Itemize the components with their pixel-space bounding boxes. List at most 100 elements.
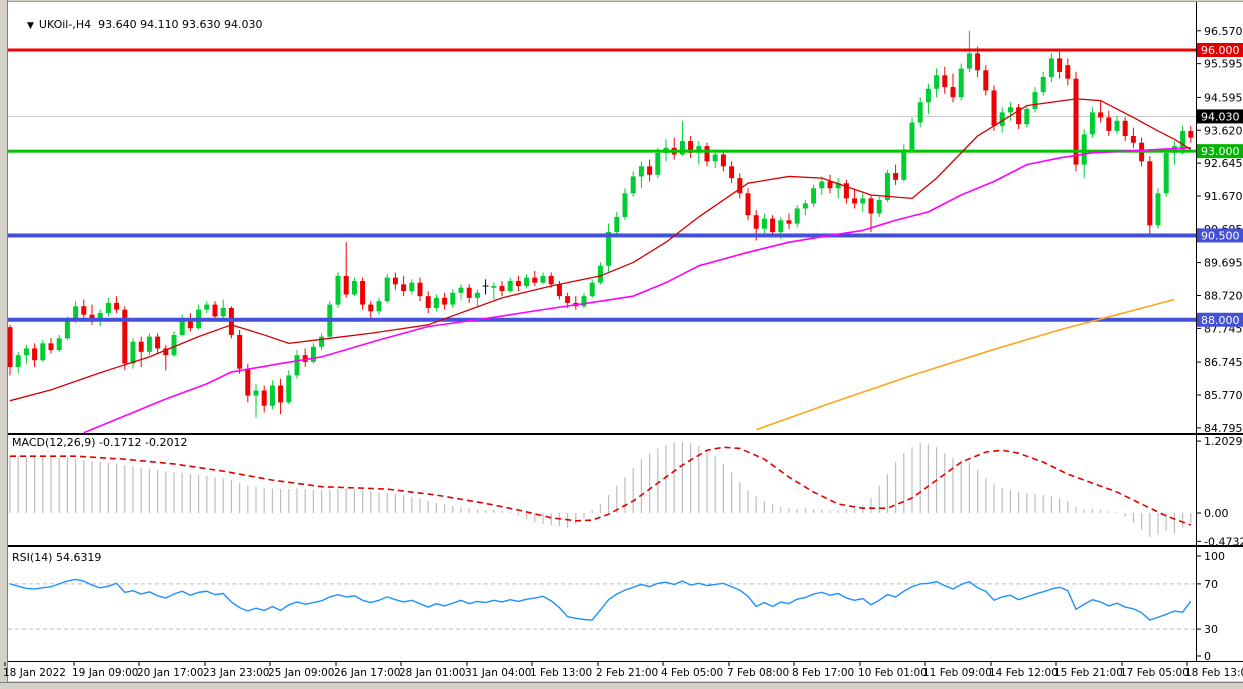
candle-body — [966, 53, 972, 69]
candle-body — [983, 70, 989, 91]
candle-body — [679, 141, 685, 155]
candle-body — [975, 53, 981, 71]
candle-body — [368, 304, 374, 312]
candle-body — [1032, 92, 1038, 110]
time-axis-label: 1 Feb 13:00 — [530, 667, 592, 679]
candle-body — [97, 313, 103, 322]
candle-body — [261, 390, 267, 406]
candle-body — [114, 302, 120, 310]
candle-body — [581, 296, 587, 307]
price-badge-label: 96.000 — [1201, 44, 1240, 57]
price-panel — [8, 30, 1196, 433]
candle-body — [991, 90, 997, 126]
candle-body — [819, 181, 825, 189]
chart-background — [8, 2, 1243, 681]
candle-body — [319, 336, 325, 347]
time-axis-label: 26 Jan 17:00 — [334, 667, 400, 679]
time-axis-label: 18 Feb 13:00 — [1185, 667, 1243, 679]
candle-body — [753, 215, 759, 229]
price-tick-label: 95.595 — [1204, 58, 1243, 71]
time-axis-label: 2 Feb 21:00 — [596, 667, 658, 679]
candle-body — [778, 220, 784, 233]
candle-body — [442, 297, 448, 305]
candle-body — [852, 198, 858, 204]
price-tick-label: 91.670 — [1204, 190, 1243, 203]
price-tick-label: 92.645 — [1204, 157, 1243, 170]
rsi-panel — [8, 578, 1196, 630]
candle-body — [56, 338, 62, 351]
level-line — [8, 233, 1196, 238]
candle-body — [729, 166, 735, 179]
price-tick-label: 84.795 — [1204, 422, 1243, 435]
candle-body — [688, 141, 694, 153]
candle-body — [1180, 130, 1186, 153]
candle-body — [204, 304, 210, 310]
candle-body — [138, 341, 144, 352]
macd-tick-label: -0.4732 — [1204, 535, 1243, 548]
candle-body — [507, 280, 513, 292]
candle-body — [901, 149, 907, 180]
candle-body — [745, 193, 751, 216]
candle-body — [893, 173, 899, 180]
candle-body — [335, 275, 341, 305]
candle-body — [1007, 107, 1013, 113]
candle-body — [655, 152, 661, 175]
candle-body — [171, 334, 177, 356]
candle-body — [786, 220, 792, 224]
candle-body — [8, 327, 13, 367]
candle-body — [384, 277, 390, 302]
time-axis-label: 15 Feb 21:00 — [1054, 667, 1123, 679]
candle-body — [278, 385, 284, 403]
candle-body — [1065, 65, 1071, 79]
candle-body — [515, 280, 521, 287]
price-axis: 96.57095.59594.59593.62092.64591.67090.6… — [1197, 25, 1243, 663]
candle-body — [294, 355, 300, 376]
candle-body — [360, 280, 366, 305]
candle-body — [925, 88, 931, 103]
candle-body — [614, 216, 620, 233]
price-badge-label: 90.500 — [1201, 229, 1240, 242]
candle-body — [917, 102, 923, 123]
price-tick-label: 86.745 — [1204, 356, 1243, 369]
candle-body — [606, 232, 612, 266]
candle-body — [64, 319, 70, 339]
candle-body — [130, 341, 136, 364]
candle-body — [105, 302, 111, 314]
price-badge-label: 94.030 — [1201, 110, 1240, 123]
candle-body — [556, 284, 562, 297]
rsi-tick-label: 70 — [1204, 578, 1218, 591]
fast-ma-line — [9, 98, 1192, 402]
candle-body — [73, 306, 79, 320]
candle-body — [1057, 58, 1063, 72]
candle-body — [958, 68, 964, 98]
candle-body — [302, 355, 308, 362]
candle-body — [1147, 161, 1153, 226]
candle-body — [163, 348, 169, 356]
candle-body — [146, 336, 152, 352]
price-tick-label: 85.770 — [1204, 389, 1243, 402]
rsi-tick-label: 100 — [1204, 550, 1225, 563]
candle-body — [950, 87, 956, 98]
window-bottom-bevel — [0, 682, 1243, 689]
candle-body — [32, 348, 38, 361]
candle-body — [253, 390, 259, 396]
candle-body — [220, 307, 226, 317]
candle-body — [1024, 109, 1030, 125]
candle-body — [1089, 112, 1095, 135]
candle-body — [794, 208, 800, 224]
candle-body — [524, 277, 530, 287]
candle-body — [565, 296, 571, 303]
candle-body — [286, 375, 292, 403]
candle-body — [269, 385, 275, 406]
candle-body — [1073, 78, 1079, 165]
candle-body — [433, 297, 439, 308]
candle-body — [1130, 135, 1136, 143]
candle-body — [770, 218, 776, 233]
level-line — [8, 317, 1196, 322]
candle-body — [876, 200, 882, 214]
macd-tick-label: 0.00 — [1204, 507, 1229, 520]
candle-body — [212, 304, 218, 317]
candle-body — [1040, 76, 1046, 93]
rsi-line — [9, 578, 1192, 621]
